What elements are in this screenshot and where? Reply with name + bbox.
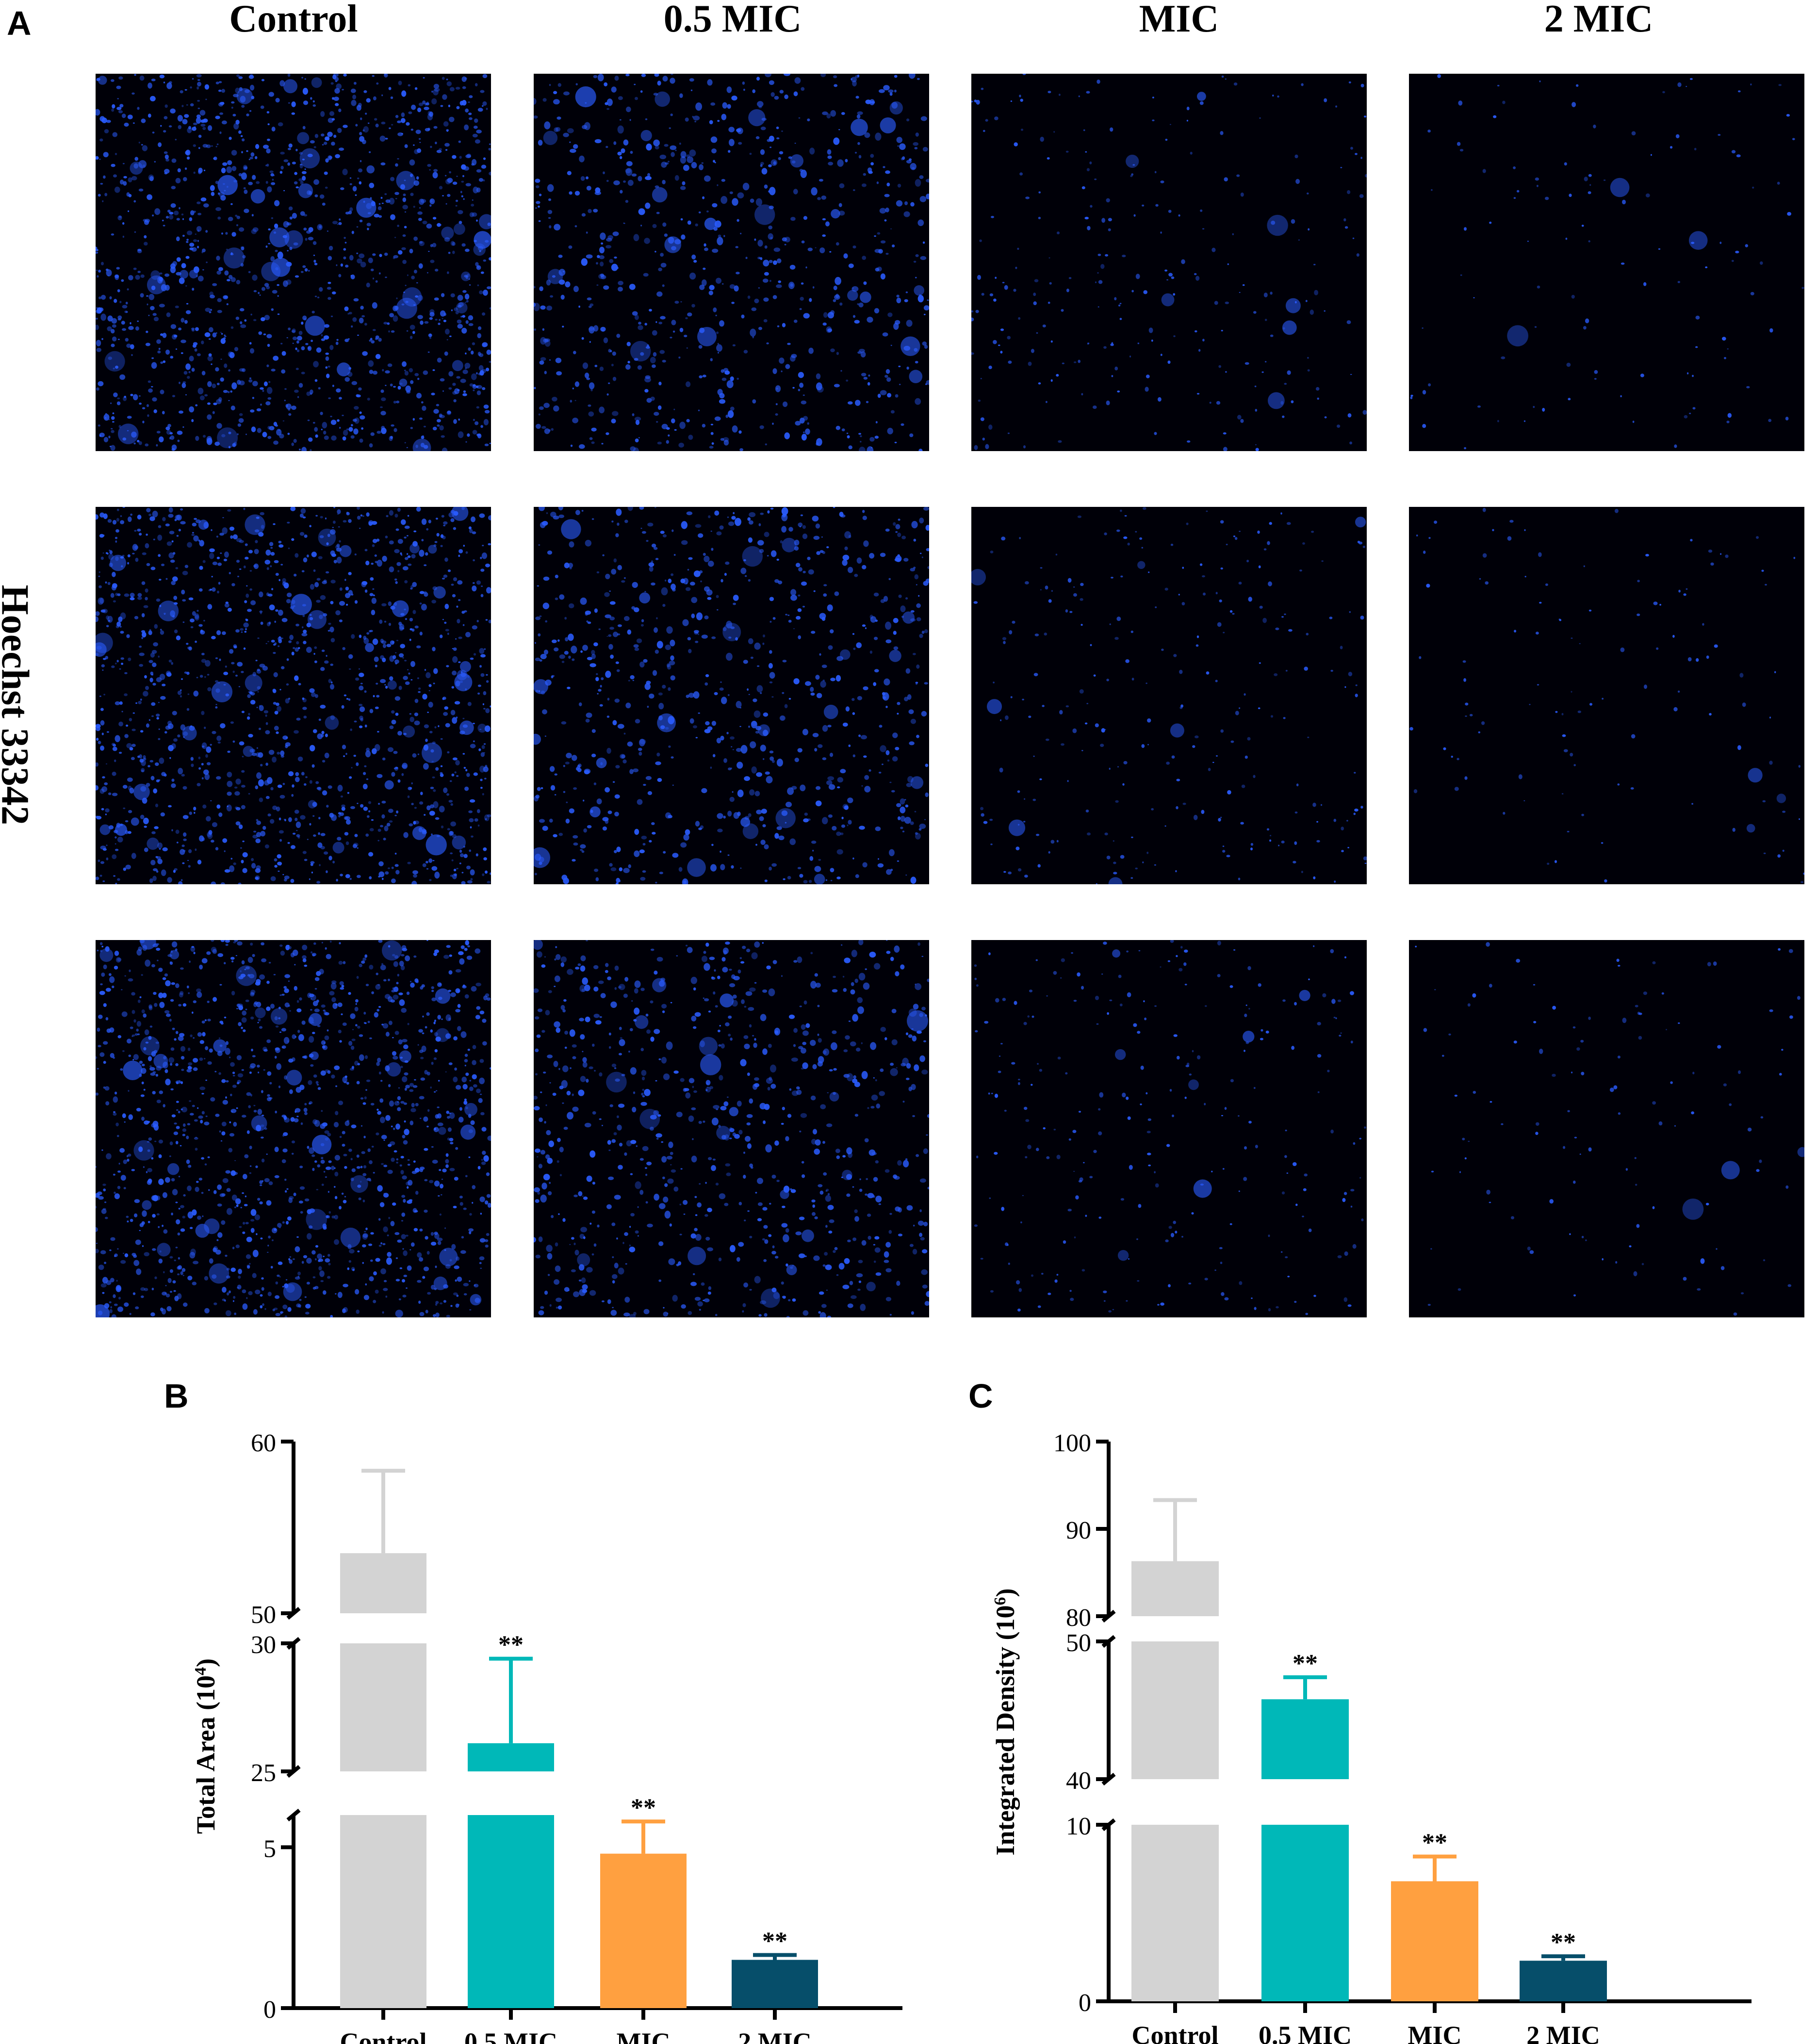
row-label-hoechst: Hoechst 33342 <box>0 584 36 826</box>
micrograph-mic-1 <box>971 74 1367 451</box>
y-tick-label: 0 <box>263 1996 276 2024</box>
y-tick-label: 90 <box>1066 1517 1091 1544</box>
bar-2mic <box>1520 1961 1607 2001</box>
y-tick-label: 10 <box>1066 1813 1091 1840</box>
significance-half-mic: ** <box>1293 1650 1318 1677</box>
y-axis-label: Total Area (104) <box>191 1658 220 1834</box>
y-tick-label: 50 <box>1066 1629 1091 1657</box>
significance-2mic: ** <box>1551 1929 1576 1956</box>
y-tick-label: 25 <box>251 1759 276 1787</box>
bar-control-segment <box>340 1643 426 1771</box>
y-tick-label: 80 <box>1066 1604 1091 1632</box>
micrograph-mic-2 <box>971 507 1367 884</box>
y-tick-label: 30 <box>251 1631 276 1659</box>
chart-total-area: 0 5 25 30 50 60 Total Area (104) Control ** 0.5 M… <box>184 1407 941 2044</box>
bar-mic <box>1391 1881 1478 2001</box>
column-header-mic: MIC <box>1139 0 1219 40</box>
micrograph-mic-3 <box>971 940 1367 1317</box>
micrograph-2mic-3 <box>1409 940 1804 1317</box>
bar-control-segment <box>340 1815 426 2008</box>
x-tick-label-mic: MIC <box>1408 2021 1462 2044</box>
y-tick-label: 60 <box>251 1429 276 1457</box>
bar-mic <box>600 1853 687 2008</box>
panel-b-label: B <box>164 1377 189 1415</box>
bar-control <box>1131 1561 1219 1616</box>
panel-c-label: C <box>968 1377 993 1415</box>
x-tick-label-control: Control <box>340 2028 426 2044</box>
micrograph-control-1 <box>96 74 491 451</box>
significance-mic: ** <box>1422 1829 1447 1857</box>
bar-control <box>340 1553 426 1613</box>
bar-half-mic <box>468 1743 554 1771</box>
micrograph-half-mic-2 <box>534 507 929 884</box>
y-tick-label: 50 <box>251 1601 276 1629</box>
y-tick-label: 5 <box>263 1835 276 1863</box>
column-header-half-mic: 0.5 MIC <box>663 0 802 40</box>
micrograph-half-mic-3 <box>534 940 929 1317</box>
bar-control-segment <box>1131 1641 1219 1779</box>
bar-half-mic-segment <box>1261 1825 1349 2001</box>
micrograph-2mic-1 <box>1409 74 1804 451</box>
bar-half-mic-segment <box>468 1815 554 2008</box>
chart-integrated-density: 0 10 40 50 80 90 100 Integrated Density (106) Co… <box>985 1407 1761 2044</box>
x-tick-label-2mic: 2 MIC <box>1526 2021 1600 2044</box>
bar-2mic <box>732 1960 818 2008</box>
x-tick-label-half-mic: 0.5 MIC <box>464 2028 557 2044</box>
bar-control-segment <box>1131 1825 1219 2001</box>
y-tick-label: 100 <box>1053 1429 1091 1457</box>
significance-mic: ** <box>631 1794 656 1821</box>
y-tick-label: 0 <box>1079 1989 1091 2017</box>
column-header-2mic: 2 MIC <box>1544 0 1653 40</box>
significance-half-mic: ** <box>498 1631 524 1659</box>
x-tick-label-mic: MIC <box>617 2028 671 2044</box>
axis-break-mark <box>286 1808 301 1822</box>
x-tick-label-2mic: 2 MIC <box>738 2028 811 2044</box>
micrograph-2mic-2 <box>1409 507 1804 884</box>
micrograph-control-2 <box>96 507 491 884</box>
x-tick-label-control: Control <box>1131 2021 1218 2044</box>
panel-a-label: A <box>7 4 32 42</box>
column-header-control: Control <box>229 0 358 40</box>
micrograph-half-mic-1 <box>534 74 929 451</box>
x-tick-label-half-mic: 0.5 MIC <box>1259 2021 1352 2044</box>
y-tick-label: 40 <box>1066 1767 1091 1795</box>
significance-2mic: ** <box>762 1928 787 1955</box>
micrograph-control-3 <box>96 940 491 1317</box>
y-axis-label: Integrated Density (106) <box>991 1589 1020 1856</box>
bar-half-mic <box>1261 1699 1349 1779</box>
